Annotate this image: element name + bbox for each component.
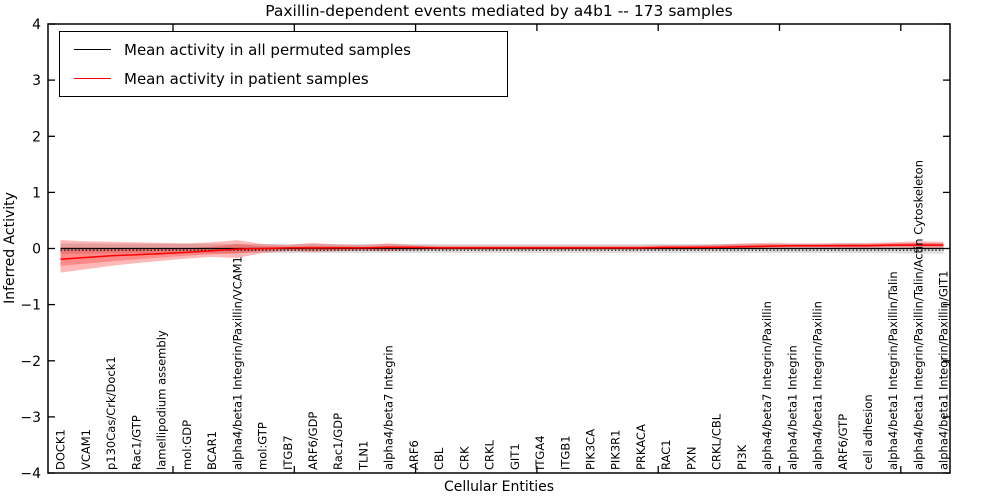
x-category-label: p130Cas/Crk/Dock1 <box>104 356 118 470</box>
x-category-label: mol:GTP <box>256 422 270 470</box>
permuted-line-swatch <box>74 49 111 50</box>
x-category-label: ITGB7 <box>281 435 295 470</box>
x-category-label: lamellipodium assembly <box>155 330 169 470</box>
x-category-label: alpha4/beta7 Integrin <box>382 345 396 470</box>
y-tick-label: −2 <box>20 354 41 370</box>
x-category-label: alpha4/beta1 Integrin/Paxillin/Talin <box>886 271 900 470</box>
x-category-label: RAC1 <box>659 439 673 470</box>
legend-box: Mean activity in all permuted samples Me… <box>59 31 508 97</box>
x-category-label: PIK3R1 <box>609 430 623 471</box>
x-category-label: VCAM1 <box>79 429 93 470</box>
x-category-label: CRKL/CBL <box>710 413 724 470</box>
x-category-label: CRK <box>457 446 471 470</box>
chart-title: Paxillin-dependent events mediated by a4… <box>265 2 733 20</box>
x-category-label: CRKL <box>483 439 497 470</box>
plot-lines <box>60 244 944 260</box>
y-tick-label: 3 <box>32 73 41 89</box>
x-category-label: alpha4/beta1 Integrin/Paxillin/GIT1 <box>937 271 951 470</box>
x-category-label: GIT1 <box>508 443 522 470</box>
x-category-label: DOCK1 <box>54 429 68 470</box>
x-category-label: ARF6/GTP <box>836 414 850 470</box>
y-tick-label: 2 <box>32 129 41 145</box>
x-category-label: PI3K <box>735 444 749 470</box>
y-tick-label: −1 <box>20 298 41 314</box>
x-category-label: PXN <box>684 447 698 470</box>
plot-frame <box>47 23 951 474</box>
y-tick-label: 4 <box>32 17 41 33</box>
y-tick-label: 0 <box>32 242 41 258</box>
x-category-label: CBL <box>432 447 446 470</box>
x-category-label: mol:GDP <box>180 420 194 470</box>
x-category-label: PIK3CA <box>584 429 598 470</box>
x-category-label: alpha4/beta1 Integrin/Paxillin/Talin/Act… <box>912 160 926 470</box>
legend-entry-permuted: Mean activity in all permuted samples <box>60 36 507 64</box>
series-line-mean-activity-in-patient-samples <box>60 244 944 260</box>
legend-entry-patient: Mean activity in patient samples <box>60 65 507 93</box>
x-category-label: ITGA4 <box>533 435 547 470</box>
x-axis-label: Cellular Entities <box>443 479 555 495</box>
x-category-label: ARF6 <box>407 440 421 470</box>
x-category-label: Rac1/GTP <box>129 415 143 470</box>
plot-tick-labels: 4 3 2 1 0 −1 −2 −3 −4 DOCK1 VCAM1 p130Cas/Crk/Dock1… <box>20 17 950 482</box>
x-category-label: alpha4/beta1 Integrin/Paxillin <box>811 301 825 470</box>
x-category-label: cell adhesion <box>861 394 875 470</box>
x-category-label: alpha4/beta7 Integrin/Paxillin <box>760 301 774 470</box>
legend-label-permuted: Mean activity in all permuted samples <box>124 40 411 59</box>
x-category-label: ARF6/GDP <box>306 412 320 470</box>
x-category-label: TLN1 <box>356 441 370 471</box>
y-tick-label: 1 <box>32 185 41 201</box>
x-category-label: PRKACA <box>634 424 648 470</box>
y-tick-label: −4 <box>20 466 41 482</box>
x-category-label: alpha4/beta1 Integrin/Paxillin/VCAM1 <box>230 256 244 470</box>
y-tick-label: −3 <box>20 410 41 426</box>
x-category-label: ITGB1 <box>558 435 572 470</box>
patient-line-swatch <box>74 78 111 79</box>
x-category-label: Rac1/GDP <box>331 413 345 470</box>
x-category-label: BCAR1 <box>205 431 219 470</box>
legend-label-patient: Mean activity in patient samples <box>124 69 369 88</box>
x-category-label: alpha4/beta1 Integrin <box>785 345 799 470</box>
